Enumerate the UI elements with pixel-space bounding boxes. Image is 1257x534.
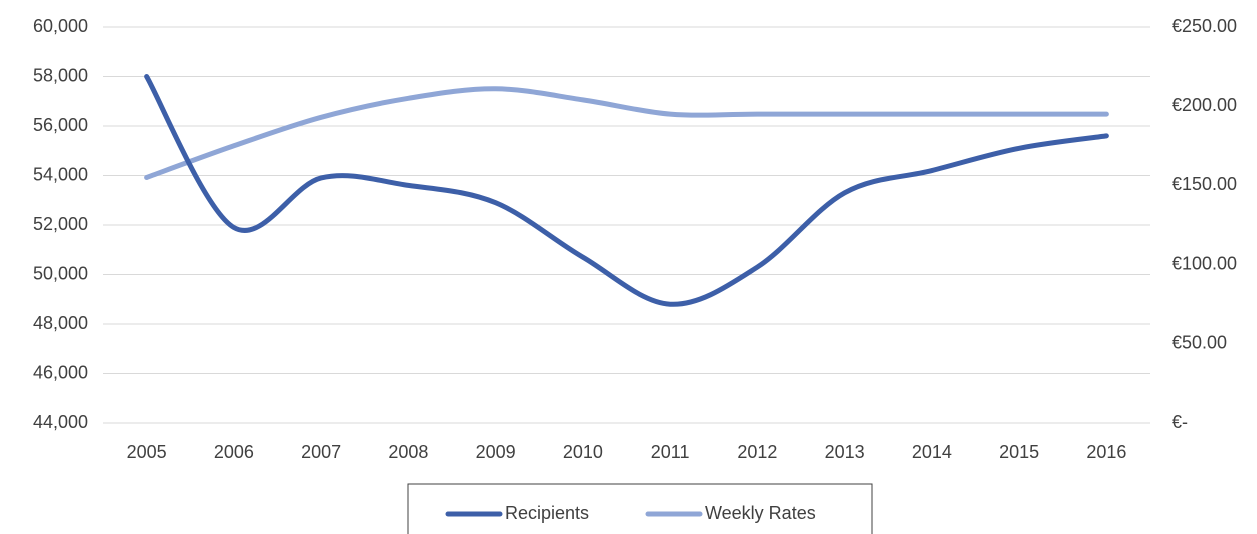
x-tick-label: 2008 <box>388 442 428 462</box>
x-tick-label: 2009 <box>476 442 516 462</box>
x-tick-label: 2014 <box>912 442 952 462</box>
y-tick-label: 54,000 <box>33 164 88 184</box>
x-tick-label: 2011 <box>651 442 690 462</box>
y2-tick-label: €50.00 <box>1172 333 1227 353</box>
y-tick-label: 58,000 <box>33 65 88 85</box>
y2-tick-label: €150.00 <box>1172 174 1237 194</box>
y-tick-label: 50,000 <box>33 263 88 283</box>
y2-tick-label: €200.00 <box>1172 95 1237 115</box>
y2-tick-label: €- <box>1172 412 1188 432</box>
x-tick-label: 2006 <box>214 442 254 462</box>
x-tick-label: 2012 <box>737 442 777 462</box>
x-tick-label: 2005 <box>127 442 167 462</box>
y-tick-label: 60,000 <box>33 16 88 36</box>
line <box>144 74 1109 307</box>
x-tick-label: 2010 <box>563 442 603 462</box>
y2-tick-label: €250.00 <box>1172 16 1237 36</box>
y-tick-label: 46,000 <box>33 362 88 382</box>
x-tick-label: 2015 <box>999 442 1039 462</box>
y2-tick-label: €100.00 <box>1172 253 1237 273</box>
y-tick-label: 44,000 <box>33 412 88 432</box>
y-tick-label: 52,000 <box>33 214 88 234</box>
x-tick-label: 2016 <box>1086 442 1126 462</box>
legend-label: Weekly Rates <box>705 503 816 523</box>
y-tick-label: 56,000 <box>33 115 88 135</box>
x-tick-label: 2013 <box>825 442 865 462</box>
legend-box <box>407 483 873 534</box>
x-tick-label: 2007 <box>301 442 341 462</box>
y-tick-label: 48,000 <box>33 313 88 333</box>
line <box>144 86 1109 180</box>
legend-label: Recipients <box>505 503 589 523</box>
